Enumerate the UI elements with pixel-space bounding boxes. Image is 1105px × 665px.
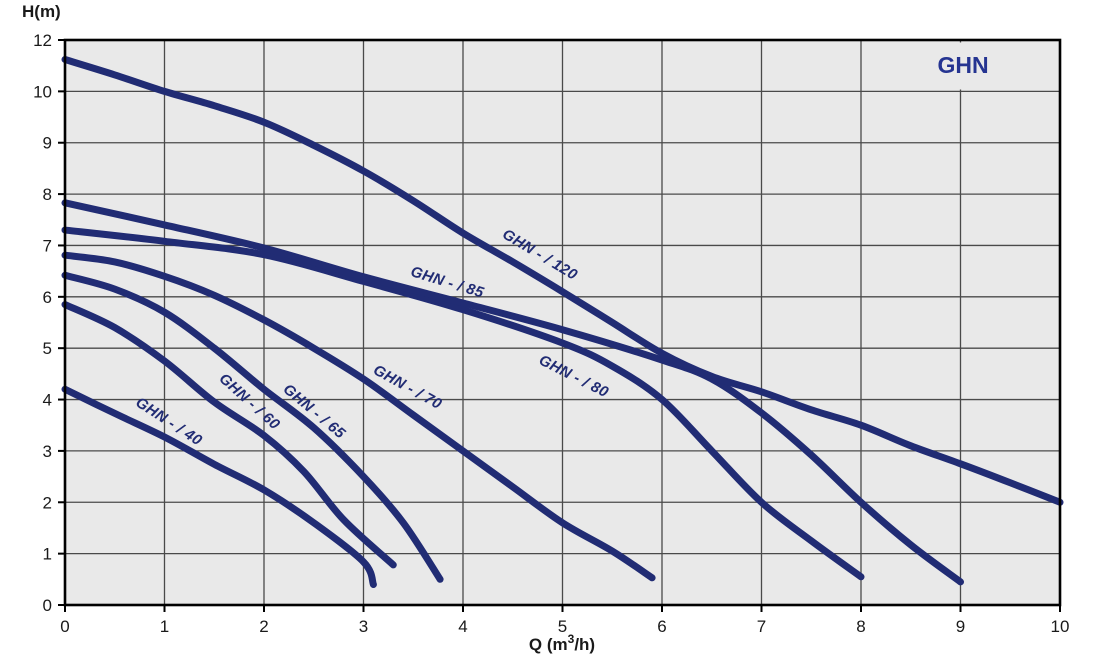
y-tick-label: 5 [43, 339, 52, 358]
y-tick-label: 0 [43, 596, 52, 615]
curve-ghn-60 [61, 301, 397, 569]
y-tick-label: 10 [33, 82, 52, 101]
curve-ghn-120 [61, 56, 1064, 506]
y-tick-label: 2 [43, 493, 52, 512]
y-tick-label: 7 [43, 236, 52, 255]
y-tick-label: 6 [43, 288, 52, 307]
y-tick-label: 4 [43, 391, 52, 410]
curve-layer [61, 56, 1064, 588]
x-tick-label: 10 [1051, 617, 1070, 636]
x-axis-title-superscript: 3 [568, 632, 575, 646]
x-axis-title: Q (m3/h) [529, 632, 595, 654]
x-axis-title-prefix: Q (m [529, 635, 568, 654]
x-tick-label: 2 [259, 617, 268, 636]
y-tick-label: 9 [43, 134, 52, 153]
chart-title-backdrop [888, 42, 1048, 90]
x-axis-title-suffix: /h) [574, 635, 595, 654]
curve-ghn-80 [61, 226, 865, 581]
plot-border [63, 38, 1062, 607]
y-tick-label: 8 [43, 185, 52, 204]
y-tick-label: 3 [43, 442, 52, 461]
curve-ghn-65 [61, 271, 444, 583]
curve-ghn-85 [61, 199, 964, 586]
curve-ghn-40 [61, 385, 377, 588]
x-tick-label: 1 [160, 617, 169, 636]
x-tick-label: 5 [558, 617, 567, 636]
chart-title: GHN [937, 52, 988, 78]
x-tick-label: 8 [856, 617, 865, 636]
y-tick-label: 12 [33, 31, 52, 50]
curve-ghn-70 [61, 251, 656, 582]
grid-layer [58, 39, 1061, 612]
y-axis-title: H(m) [22, 2, 61, 21]
x-tick-label: 0 [60, 617, 69, 636]
x-tick-label: 6 [657, 617, 666, 636]
x-tick-label: 9 [956, 617, 965, 636]
y-tick-label: 1 [43, 545, 52, 564]
x-tick-label: 3 [359, 617, 368, 636]
x-tick-label: 4 [458, 617, 467, 636]
x-tick-label: 7 [757, 617, 766, 636]
